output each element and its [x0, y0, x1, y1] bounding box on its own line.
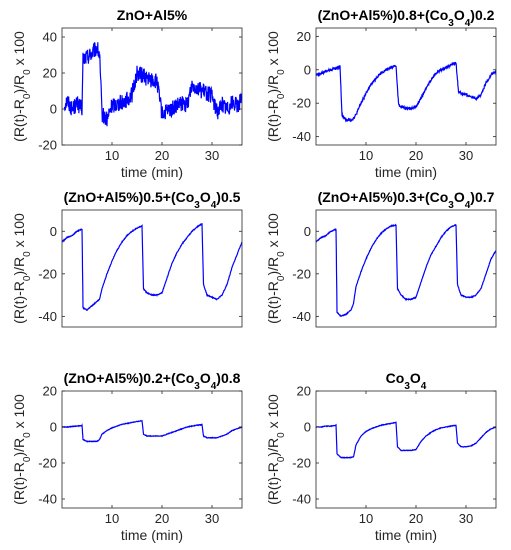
x-tick-label: 20: [155, 148, 169, 163]
y-tick-label: 20: [43, 384, 57, 399]
axes-box: [61, 209, 243, 328]
y-tick-label: -40: [38, 309, 57, 324]
axes-box: [315, 209, 497, 328]
subplot-title: ZnO+Al5%: [117, 7, 188, 23]
y-tick-label: -20: [38, 138, 57, 153]
x-axis-label: time (min): [121, 527, 183, 543]
x-tick-label: 10: [105, 511, 119, 526]
y-tick-label: -40: [38, 492, 57, 507]
y-tick-label: 0: [50, 224, 57, 239]
y-axis-label: (R(t)-R0)/R0 x 100: [265, 394, 287, 505]
x-axis-label: time (min): [375, 527, 437, 543]
x-tick-label: 20: [409, 511, 423, 526]
axes-box: [315, 27, 497, 146]
x-tick-label: 20: [409, 148, 423, 163]
y-tick-label: -40: [292, 129, 311, 144]
x-axis-label: time (min): [121, 164, 183, 180]
y-axis-label: (R(t)-R0)/R0 x 100: [265, 31, 287, 142]
y-tick-label: 20: [297, 29, 311, 44]
y-axis-label: (R(t)-R0)/R0 x 100: [11, 213, 33, 324]
y-tick-label: 0: [304, 224, 311, 239]
x-tick-label: 10: [359, 511, 373, 526]
y-tick-label: 0: [304, 62, 311, 77]
y-axis-label: (R(t)-R0)/R0 x 100: [11, 31, 33, 142]
subplot-title: (ZnO+Al5%)0.5+(Co3O4)0.5: [64, 189, 241, 211]
subplot-2: -40 -20 0 20 10 20 30 (ZnO+Al5%)0.8+(Co3O4)0.2 t…: [265, 7, 497, 180]
series-line: [316, 223, 496, 318]
x-tick-label: 10: [105, 148, 119, 163]
y-tick-label: 20: [297, 384, 311, 399]
x-axis-label: time (min): [375, 164, 437, 180]
series-line: [316, 61, 496, 123]
subplot-title: (ZnO+Al5%)0.3+(Co3O4)0.7: [318, 189, 495, 211]
subplot-title: (ZnO+Al5%)0.2+(Co3O4)0.8: [64, 370, 241, 392]
series-line: [62, 419, 242, 443]
y-tick-label: 20: [43, 66, 57, 81]
subplot-title: (ZnO+Al5%)0.8+(Co3O4)0.2: [318, 7, 495, 29]
y-tick-label: 0: [50, 102, 57, 117]
y-tick-label: -20: [292, 456, 311, 471]
y-tick-label: -20: [292, 266, 311, 281]
subplot-1: -20 0 20 40 10 20 30 ZnO+Al5% time (min) (R(t)-R0…: [11, 7, 243, 180]
x-tick-label: 30: [459, 511, 473, 526]
subplot-3: -40 -20 0 (ZnO+Al5%)0.5+(Co3O4)0.5 (R(t)-R0)…: [11, 189, 243, 328]
x-tick-label: 30: [459, 148, 473, 163]
y-tick-label: -20: [38, 456, 57, 471]
y-tick-label: 0: [304, 420, 311, 435]
series-line: [63, 42, 242, 127]
x-tick-label: 10: [359, 148, 373, 163]
series-line: [62, 222, 242, 311]
y-tick-label: -40: [292, 309, 311, 324]
y-axis-label: (R(t)-R0)/R0 x 100: [265, 213, 287, 324]
subplot-4: -40 -20 0 (ZnO+Al5%)0.3+(Co3O4)0.7 (R(t)-R0)…: [265, 189, 497, 328]
y-tick-label: -40: [292, 492, 311, 507]
axes-box: [315, 390, 497, 509]
axes-box: [61, 27, 243, 146]
subplot-5: -40 -20 0 20 10 20 30 (ZnO+Al5%)0.2+(Co3O4)0.8 t…: [11, 370, 243, 543]
series-line: [316, 421, 496, 460]
subplot-title: Co3O4: [386, 370, 427, 392]
y-tick-label: -20: [38, 266, 57, 281]
x-tick-label: 20: [155, 511, 169, 526]
subplot-6: -40 -20 0 20 10 20 30 Co3O4 time (min) (R(t)-R0)/…: [265, 370, 497, 543]
x-tick-label: 30: [205, 148, 219, 163]
y-tick-label: 0: [50, 420, 57, 435]
y-tick-label: 40: [43, 30, 57, 45]
x-tick-label: 30: [205, 511, 219, 526]
y-axis-label: (R(t)-R0)/R0 x 100: [11, 394, 33, 505]
y-tick-label: -20: [292, 96, 311, 111]
axes-box: [61, 390, 243, 509]
